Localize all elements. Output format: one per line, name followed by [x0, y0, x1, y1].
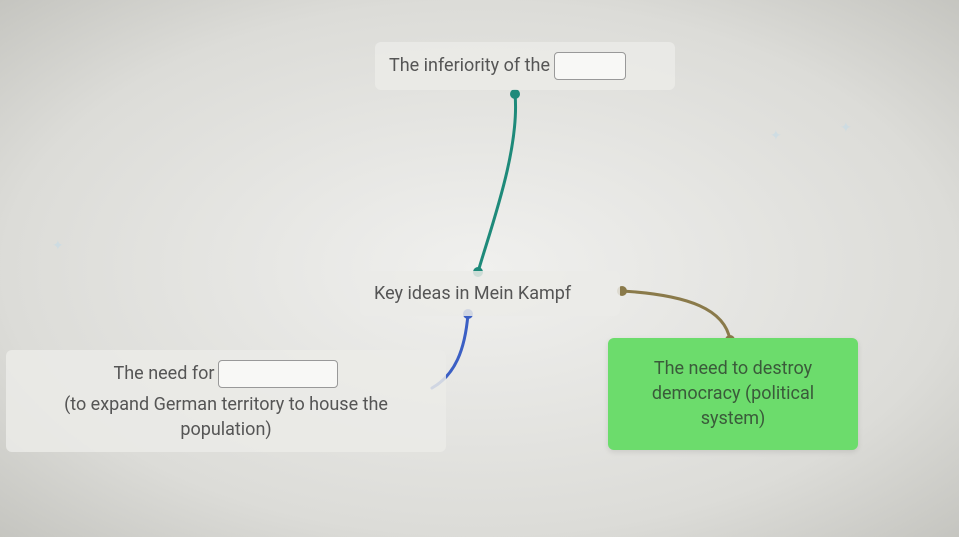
node-left-text-before: The need for	[114, 361, 215, 386]
node-top-text-before: The inferiority of the	[389, 53, 550, 78]
center-label: Key ideas in Mein Kampf	[374, 281, 571, 306]
node-left[interactable]: The need for (to expand German territory…	[6, 350, 446, 452]
sparkle-icon: ✦	[52, 238, 64, 254]
mindmap-canvas: Key ideas in Mein Kampf The inferiority …	[0, 0, 959, 537]
node-left-text-after: (to expand German territory to house the…	[20, 392, 432, 442]
sparkle-icon: ✦	[770, 128, 782, 144]
node-right-text: The need to destroy democracy (political…	[632, 356, 834, 432]
node-top[interactable]: The inferiority of the	[375, 42, 675, 90]
sparkle-icon: ✦	[840, 120, 852, 136]
center-node[interactable]: Key ideas in Mein Kampf	[360, 271, 620, 316]
blank-input-top[interactable]	[554, 52, 626, 80]
blank-input-left[interactable]	[218, 360, 338, 388]
node-right[interactable]: The need to destroy democracy (political…	[608, 338, 858, 450]
